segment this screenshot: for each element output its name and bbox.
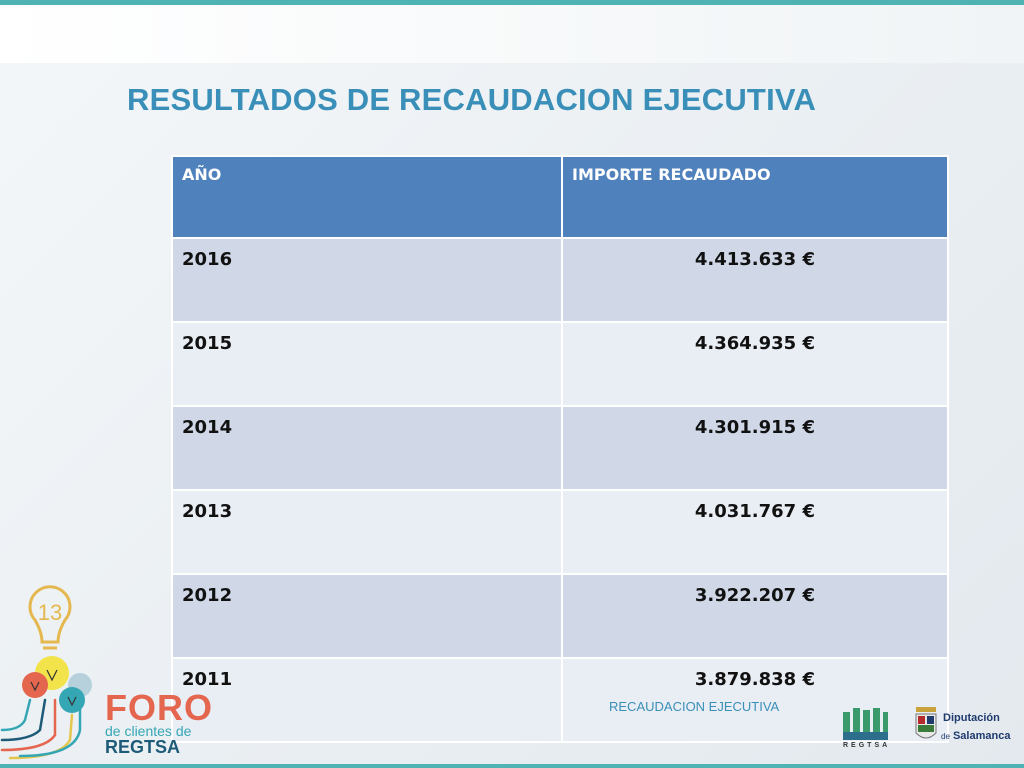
diputacion-crest-icon (915, 707, 937, 739)
regtsa-label: REGTSA (843, 742, 891, 749)
cell-amount: 4.364.935 € (561, 321, 949, 407)
cell-amount: 4.301.915 € (561, 405, 949, 491)
diputacion-name: Salamanca (952, 730, 1011, 742)
cell-amount: 4.413.633 € (561, 237, 949, 323)
diputacion-title: Diputación (943, 712, 1000, 724)
cell-year: 2013 (171, 489, 563, 575)
footer-label: RECAUDACION EJECUTIVA (609, 699, 780, 714)
foro-lightbulb-logo-icon: 13 (0, 585, 92, 760)
table-header-row: AÑO IMPORTE RECAUDADO (171, 155, 949, 239)
table-row: 2011 3.879.838 € (171, 657, 949, 743)
foro-word: FORO (105, 687, 213, 728)
regtsa-logo-icon (843, 708, 888, 740)
results-table: AÑO IMPORTE RECAUDADO 2016 4.413.633 € 2… (171, 155, 949, 743)
table-row: 2015 4.364.935 € (171, 321, 949, 407)
slide-title: RESULTADOS DE RECAUDACION EJECUTIVA (127, 82, 817, 117)
bottom-accent-bar (0, 764, 1024, 768)
header-amount: IMPORTE RECAUDADO (561, 155, 949, 239)
cell-amount: 4.031.767 € (561, 489, 949, 575)
table-row: 2014 4.301.915 € (171, 405, 949, 491)
cell-year: 2014 (171, 405, 563, 491)
foro-subtitle: de clientes de (105, 723, 192, 739)
foro-regtsa: REGTSA (105, 737, 181, 757)
cell-year: 2016 (171, 237, 563, 323)
cell-amount: 3.922.207 € (561, 573, 949, 659)
cell-year: 2015 (171, 321, 563, 407)
header-year: AÑO (171, 155, 563, 239)
table-row: 2012 3.922.207 € (171, 573, 949, 659)
header-band (0, 5, 1024, 63)
foro-number: 13 (38, 600, 62, 625)
table-row: 2016 4.413.633 € (171, 237, 949, 323)
diputacion-subtitle: de Salamanca (941, 730, 1010, 742)
table-row: 2013 4.031.767 € (171, 489, 949, 575)
cell-year: 2011 (171, 657, 563, 743)
top-accent-bar (0, 0, 1024, 5)
diputacion-prefix: de (941, 732, 950, 741)
cell-year: 2012 (171, 573, 563, 659)
